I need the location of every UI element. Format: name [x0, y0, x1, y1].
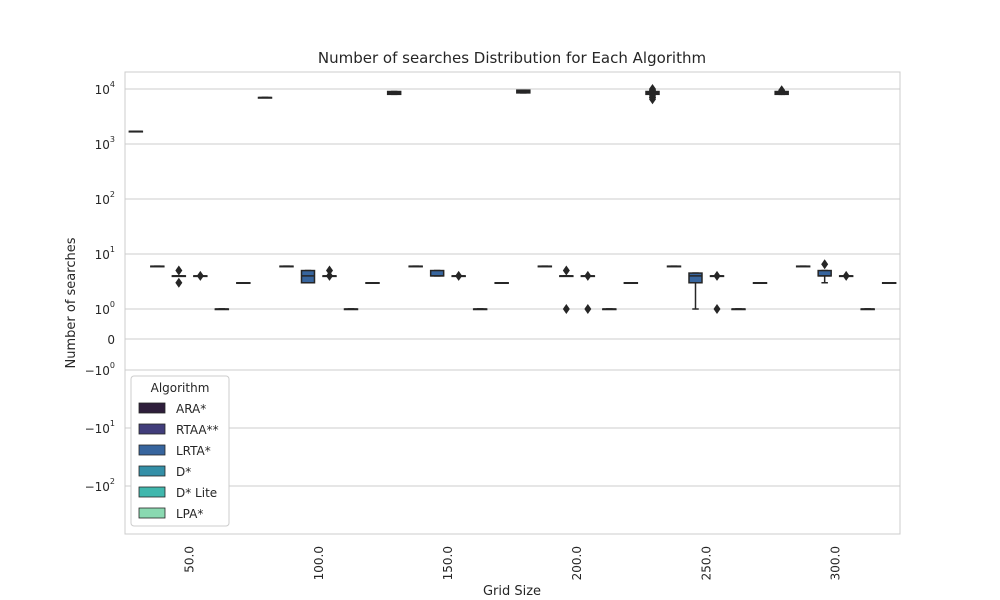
box-d-: [322, 265, 337, 281]
box-d-: [709, 270, 725, 314]
outlier-point: [562, 304, 570, 314]
box-lpa-: [365, 282, 380, 285]
y-tick-label: 0: [107, 333, 115, 347]
x-tick-label: 300.0: [828, 546, 842, 580]
y-tick-label: −102: [85, 477, 115, 494]
box-lpa-: [623, 282, 639, 285]
box-lrta-: [171, 265, 187, 288]
legend-swatch: [138, 486, 166, 498]
box-d-lite: [731, 308, 746, 311]
legend-items: ARA* RTAA** LRTA* D* D* Lite LPA*: [138, 402, 219, 521]
legend-swatch: [138, 444, 166, 456]
outlier-point: [175, 265, 183, 276]
box-ara-: [516, 89, 531, 94]
box-ara-: [386, 90, 402, 96]
x-tick-label: 100.0: [312, 546, 326, 580]
legend-swatch: [138, 465, 166, 477]
x-tick-label: 250.0: [699, 546, 713, 580]
y-tick-label: 104: [95, 80, 115, 97]
box-ara-: [257, 96, 273, 99]
outlier-point: [584, 304, 592, 314]
box-lrta-: [429, 269, 445, 277]
x-tick-label: 150.0: [441, 546, 455, 580]
legend-swatch: [138, 402, 166, 414]
box-lpa-: [881, 282, 897, 285]
box-lrta-: [688, 272, 703, 310]
box-ara-: [128, 130, 144, 133]
legend-label: D* Lite: [176, 486, 217, 500]
y-axis-label: Number of searches: [64, 237, 79, 368]
legend-label: LRTA*: [176, 444, 211, 458]
outlier-point: [584, 270, 592, 281]
y-tick-label: 101: [95, 245, 115, 262]
box-ara-: [774, 85, 789, 96]
legend-label: RTAA**: [176, 423, 219, 437]
box-d-: [580, 270, 596, 314]
box-lpa-: [752, 282, 768, 285]
x-axis-ticks: 50.0 100.0 150.0 200.0 250.0 300.0: [183, 546, 843, 580]
outlier-point: [455, 270, 463, 281]
box-lrta-: [817, 259, 832, 284]
box-lpa-: [494, 282, 509, 285]
box-rtaa-: [795, 265, 811, 268]
legend-swatch: [138, 507, 166, 519]
grid-lines: [125, 88, 900, 487]
outlier-point: [842, 270, 850, 281]
box-d-: [838, 270, 854, 281]
box-body: [429, 269, 445, 277]
box-body: [688, 272, 703, 284]
box-ara-: [645, 84, 660, 105]
outlier-point: [713, 270, 721, 281]
y-tick-label: −100: [85, 361, 115, 378]
box-lrta-: [559, 265, 574, 314]
outlier-point: [778, 85, 786, 96]
y-axis-ticks: 104 103 102 101 100 0 −100 −101 −102: [85, 80, 115, 494]
outlier-point: [326, 270, 333, 281]
box-d-lite: [214, 308, 230, 311]
plot-area: [124, 71, 901, 535]
box-rtaa-: [666, 265, 682, 268]
y-tick-label: 102: [95, 190, 115, 207]
outlier-point: [326, 265, 333, 276]
y-tick-label: 100: [95, 300, 115, 317]
box-rtaa-: [537, 265, 553, 268]
legend-label: D*: [176, 465, 191, 479]
box-d-lite: [860, 308, 875, 311]
outlier-point: [649, 84, 656, 94]
outlier-point: [196, 270, 204, 281]
y-tick-label: 103: [95, 135, 115, 152]
outlier-point: [821, 259, 829, 270]
box-rtaa-: [150, 265, 165, 268]
box-rtaa-: [279, 265, 294, 268]
legend: Algorithm ARA* RTAA** LRTA* D* D* Lite LPA*: [130, 375, 230, 527]
legend-title: Algorithm: [151, 381, 210, 395]
chart-title: Number of searches Distribution for Each…: [318, 49, 706, 67]
legend-label: ARA*: [176, 402, 206, 416]
box-d-lite: [343, 308, 359, 311]
box-lrta-: [300, 269, 316, 284]
box-d-lite: [602, 308, 617, 311]
outlier-point: [175, 277, 183, 288]
outlier-point: [649, 90, 656, 101]
box-d-: [193, 270, 208, 281]
box-plots: [128, 84, 897, 314]
legend-swatch: [138, 423, 166, 435]
x-tick-label: 200.0: [570, 546, 584, 580]
legend-label: LPA*: [176, 507, 203, 521]
box-body: [817, 269, 832, 277]
box-lpa-: [236, 282, 251, 285]
x-axis-label: Grid Size: [483, 584, 541, 599]
outlier-point: [562, 265, 570, 276]
box-body: [300, 269, 316, 284]
x-tick-label: 50.0: [183, 546, 197, 573]
outlier-point: [713, 304, 721, 314]
y-tick-label: −101: [85, 419, 115, 436]
box-rtaa-: [408, 265, 423, 268]
box-d-lite: [472, 308, 488, 311]
box-d-: [451, 270, 466, 281]
